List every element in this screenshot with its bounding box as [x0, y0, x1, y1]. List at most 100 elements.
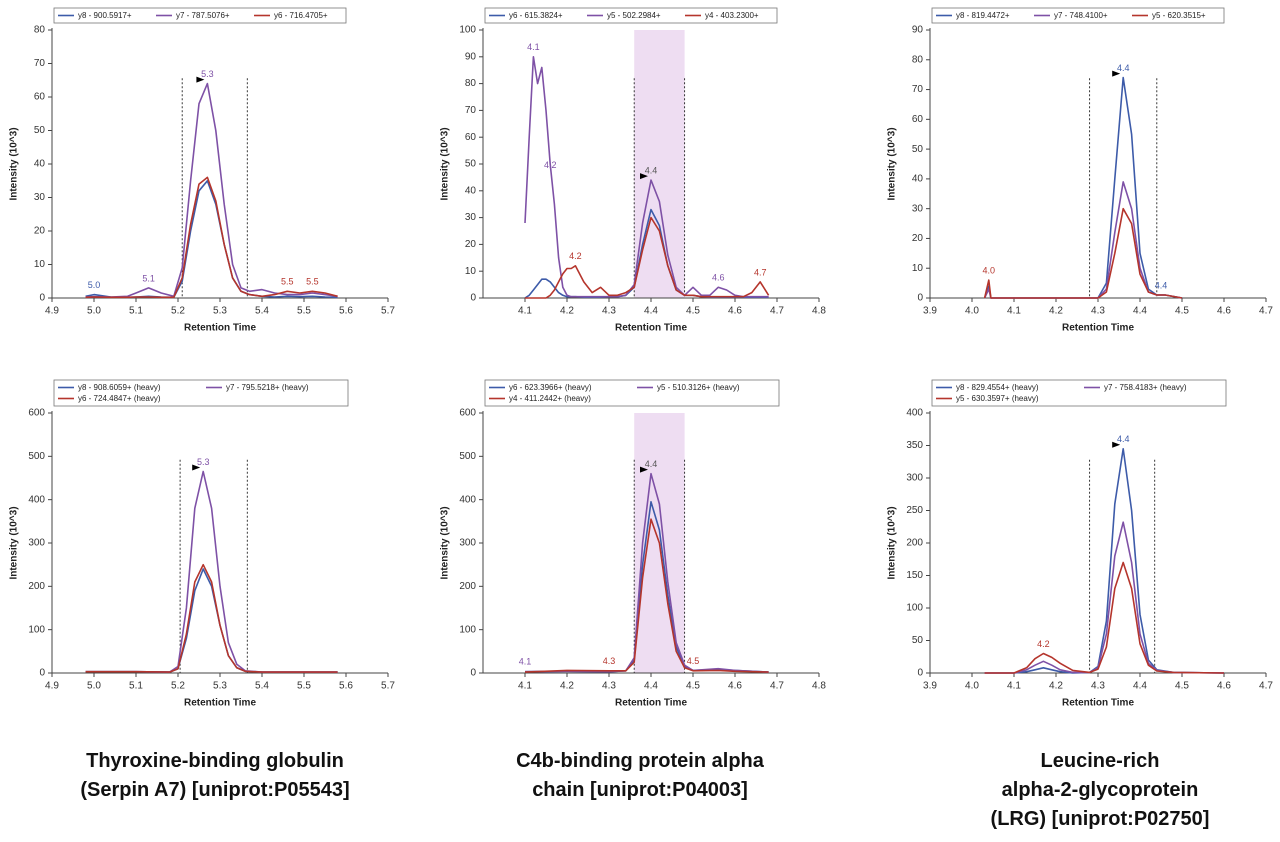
peak-arrow: [1112, 441, 1121, 448]
x-tick-label: 5.2: [171, 681, 185, 692]
x-tick-label: 4.6: [728, 681, 742, 692]
x-tick-label: 4.3: [602, 306, 616, 317]
x-tick-label: 5.2: [171, 306, 185, 317]
y-tick-label: 0: [39, 293, 45, 304]
x-tick-label: 4.3: [1091, 306, 1105, 317]
protein-caption: Thyroxine-binding globulin (Serpin A7) [u…: [5, 747, 425, 805]
y-tick-label: 350: [906, 440, 923, 451]
peak-label: 4.1: [527, 42, 540, 52]
peak-label: 4.0: [983, 266, 996, 276]
x-tick-label: 4.0: [965, 306, 979, 317]
x-tick-label: 4.4: [1133, 306, 1147, 317]
y-tick-label: 90: [912, 25, 924, 36]
x-tick-label: 4.6: [1217, 306, 1231, 317]
x-tick-label: 4.7: [770, 306, 784, 317]
y-tick-label: 20: [912, 233, 924, 244]
x-tick-label: 4.6: [728, 306, 742, 317]
peak-label: 5.5: [306, 277, 319, 287]
y-tick-label: 0: [39, 668, 45, 679]
y-tick-label: 100: [906, 603, 923, 614]
x-tick-label: 5.3: [213, 306, 227, 317]
series-line: [85, 176, 338, 299]
x-tick-label: 4.7: [1259, 306, 1273, 317]
y-tick-label: 80: [34, 25, 46, 36]
x-tick-label: 4.6: [1217, 681, 1231, 692]
peak-arrow: [640, 466, 648, 473]
y-tick-label: 80: [465, 78, 477, 89]
protein-caption: C4b-binding protein alpha chain [uniprot:…: [430, 747, 850, 805]
y-tick-label: 70: [912, 84, 924, 95]
x-tick-label: 4.5: [686, 681, 700, 692]
y-axis-label: Intensity (10^3): [9, 506, 20, 579]
y-tick-label: 500: [28, 451, 45, 462]
series-line: [85, 470, 338, 673]
series-line: [85, 563, 338, 673]
peak-arrow: [640, 173, 648, 180]
x-axis-label: Retention Time: [1062, 323, 1134, 334]
peak-label: 4.1: [519, 657, 532, 667]
series-line: [983, 76, 1183, 299]
x-tick-label: 5.4: [255, 306, 269, 317]
y-tick-label: 20: [465, 239, 477, 250]
protein-caption: Leucine-rich alpha-2-glycoprotein (LRG) [u…: [890, 747, 1280, 834]
x-tick-label: 4.4: [644, 681, 658, 692]
x-tick-label: 4.0: [965, 681, 979, 692]
y-tick-label: 80: [912, 54, 924, 65]
legend-label: y6 - 615.3824+: [509, 11, 563, 20]
series-line: [524, 56, 769, 298]
caption-line: Thyroxine-binding globulin: [86, 750, 344, 772]
legend-label: y7 - 795.5218+ (heavy): [226, 383, 309, 392]
peak-label: 5.3: [201, 69, 214, 79]
x-tick-label: 4.8: [812, 306, 826, 317]
y-tick-label: 90: [465, 51, 477, 62]
x-tick-label: 4.7: [1259, 681, 1273, 692]
peak-label: 4.2: [544, 160, 557, 170]
peak-label: 4.7: [754, 267, 767, 277]
x-tick-label: 4.1: [1007, 681, 1021, 692]
y-tick-label: 60: [912, 114, 924, 125]
legend-label: y8 - 908.6059+ (heavy): [78, 383, 161, 392]
y-tick-label: 40: [34, 159, 46, 170]
legend-box: [53, 379, 349, 407]
y-axis-label: Intensity (10^3): [440, 506, 451, 579]
peak-label: 4.2: [1037, 639, 1050, 649]
legend-label: y4 - 403.2300+: [705, 11, 759, 20]
x-tick-label: 4.5: [1175, 306, 1189, 317]
y-tick-label: 200: [906, 538, 923, 549]
y-tick-label: 10: [465, 266, 477, 277]
y-tick-label: 200: [459, 581, 476, 592]
y-tick-label: 100: [459, 624, 476, 635]
series-line: [85, 180, 338, 299]
x-tick-label: 4.9: [45, 681, 59, 692]
y-tick-label: 400: [28, 494, 45, 505]
series-line: [525, 216, 770, 299]
y-tick-label: 40: [465, 185, 477, 196]
series-line: [85, 82, 338, 298]
x-tick-label: 4.7: [770, 681, 784, 692]
caption-line: Leucine-rich: [1040, 750, 1160, 772]
x-tick-label: 5.0: [87, 306, 101, 317]
peak-label: 4.6: [712, 273, 725, 283]
x-tick-label: 3.9: [923, 681, 937, 692]
x-tick-label: 4.1: [518, 681, 532, 692]
chart-panel: 0 10 20 30 40 50 60 70 80 90 3.9 4.0 4.1 4.2 4.3 4.4 4.5…: [887, 7, 1273, 334]
y-tick-label: 250: [906, 505, 923, 516]
peak-label: 5.3: [197, 457, 210, 467]
y-tick-label: 400: [906, 408, 923, 419]
x-tick-label: 5.1: [129, 681, 143, 692]
x-tick-label: 5.5: [297, 681, 311, 692]
y-tick-label: 50: [34, 125, 46, 136]
y-axis-label: Intensity (10^3): [440, 127, 451, 200]
caption-line: chain [uniprot:P04003]: [532, 779, 748, 801]
legend-box: [484, 7, 778, 24]
legend-label: y6 - 623.3966+ (heavy): [509, 383, 592, 392]
x-tick-label: 4.4: [1133, 681, 1147, 692]
series-line: [983, 181, 1183, 299]
y-tick-label: 20: [34, 226, 46, 237]
y-tick-label: 300: [459, 538, 476, 549]
x-tick-label: 4.1: [518, 306, 532, 317]
peak-label: 4.5: [687, 656, 700, 666]
y-tick-label: 70: [34, 58, 46, 69]
